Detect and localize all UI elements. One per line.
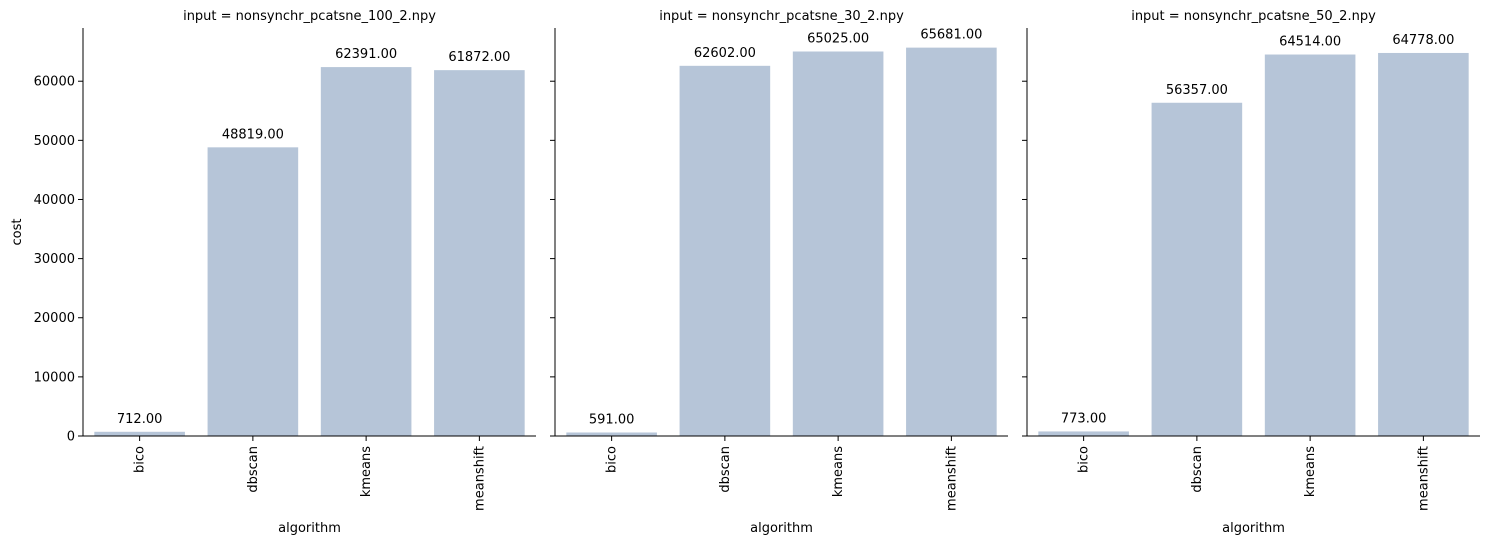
data-label: 62602.00: [694, 46, 756, 61]
y-tick-label: 40000: [34, 193, 75, 208]
data-label: 61872.00: [448, 50, 510, 65]
x-tick-label: meanshift: [944, 446, 959, 511]
y-tick-label: 60000: [34, 75, 75, 90]
data-label: 64514.00: [1279, 35, 1341, 50]
x-axis-label: algorithm: [1222, 521, 1285, 536]
x-tick-label: bico: [133, 446, 148, 473]
data-label: 65025.00: [807, 32, 869, 47]
x-tick-label: kmeans: [359, 446, 374, 497]
facet-panel-3: input = nonsynchr_pcatsne_50_2.npy 773.00…: [1022, 9, 1480, 536]
data-label: 65681.00: [920, 28, 982, 43]
bar-dbscan: [1151, 102, 1243, 436]
bar-bico: [94, 431, 185, 436]
data-label: 62391.00: [335, 47, 397, 62]
y-tick-label: 50000: [34, 134, 75, 149]
panel-title: input = nonsynchr_pcatsne_50_2.npy: [1131, 9, 1376, 24]
bar-bico: [566, 432, 657, 436]
x-tick-label: bico: [1077, 446, 1092, 473]
y-tick-label: 20000: [34, 311, 75, 326]
y-axis-label: cost: [10, 219, 25, 246]
bar-meanshift: [434, 70, 525, 437]
bar-dbscan: [207, 147, 299, 437]
bar-kmeans: [1264, 54, 1356, 437]
x-tick-label: meanshift: [1416, 446, 1431, 511]
data-label: 64778.00: [1392, 33, 1454, 48]
x-tick-label: dbscan: [1190, 446, 1205, 493]
data-label: 56357.00: [1166, 83, 1228, 98]
x-tick-label: kmeans: [831, 446, 846, 497]
bar-dbscan: [679, 65, 771, 436]
x-tick-label: bico: [605, 446, 620, 473]
bar-kmeans: [320, 67, 412, 436]
x-axis-label: algorithm: [278, 521, 341, 536]
facet-panel-2: input = nonsynchr_pcatsne_30_2.npy 591.00…: [550, 9, 1008, 536]
bar-meanshift: [906, 47, 997, 436]
data-label: 591.00: [589, 413, 635, 428]
x-tick-label: meanshift: [472, 446, 487, 511]
bar-meanshift: [1378, 52, 1469, 436]
x-tick-label: kmeans: [1303, 446, 1318, 497]
data-label: 48819.00: [222, 127, 284, 142]
bar-bico: [1038, 431, 1129, 436]
x-axis-label: algorithm: [750, 521, 813, 536]
y-tick-label: 0: [67, 430, 75, 445]
bar-kmeans: [792, 51, 884, 437]
x-tick-label: dbscan: [246, 446, 261, 493]
facet-panel-1: input = nonsynchr_pcatsne_100_2.npy 712.0…: [10, 9, 536, 536]
panel-title: input = nonsynchr_pcatsne_100_2.npy: [183, 9, 436, 24]
y-tick-label: 10000: [34, 370, 75, 385]
data-label: 712.00: [117, 412, 163, 427]
data-label: 773.00: [1061, 411, 1107, 426]
x-tick-label: dbscan: [718, 446, 733, 493]
y-tick-label: 30000: [34, 252, 75, 267]
panel-title: input = nonsynchr_pcatsne_30_2.npy: [659, 9, 904, 24]
